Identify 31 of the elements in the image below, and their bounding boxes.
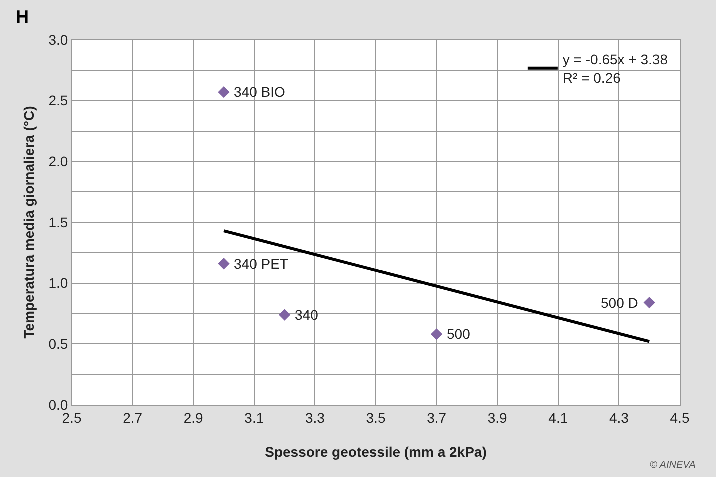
point bbox=[218, 86, 230, 98]
point bbox=[218, 258, 230, 270]
text: H bbox=[16, 7, 29, 27]
point bbox=[278, 309, 291, 321]
x-tick-label: 3.5 bbox=[366, 410, 386, 426]
x-tick-label: 2.7 bbox=[123, 410, 143, 426]
x-tick-label: 3.9 bbox=[488, 410, 508, 426]
x-tick-label: 4.5 bbox=[670, 410, 690, 426]
x-tick-label: 3.3 bbox=[305, 410, 326, 426]
x-tick-label: 2.9 bbox=[184, 410, 204, 426]
y-tick-label: 2.5 bbox=[48, 92, 68, 109]
annotation: 340 BIO bbox=[234, 84, 286, 100]
y-tick-label: 3.0 bbox=[48, 32, 68, 48]
text: © AINEVA bbox=[650, 460, 696, 471]
annotation: 340 PET bbox=[234, 256, 289, 272]
point bbox=[644, 296, 656, 309]
x-tick-label: 3.7 bbox=[427, 410, 447, 426]
annotation: 500 bbox=[447, 326, 471, 342]
y-tick-label: 1.5 bbox=[48, 214, 68, 230]
point bbox=[430, 328, 443, 340]
x-tick-label: 4.3 bbox=[609, 410, 630, 426]
annotation: 500 D bbox=[601, 295, 638, 311]
y-tick-label: 0.5 bbox=[48, 336, 68, 352]
annotation: 340 bbox=[295, 307, 319, 323]
x-tick-label: 4.1 bbox=[548, 410, 568, 426]
y-tick-label: 1.0 bbox=[48, 275, 68, 292]
legend-label: y = -0.65x + 3.38 R² = 0.26 bbox=[562, 52, 668, 86]
x-tick-label: 3.1 bbox=[244, 410, 264, 426]
y-axis-title: Temperatura media giornaliera (°C) bbox=[21, 106, 37, 339]
y-tick-label: 2.0 bbox=[48, 154, 68, 170]
x-axis-title: Spessore geotessile (mm a 2kPa) bbox=[265, 444, 487, 460]
